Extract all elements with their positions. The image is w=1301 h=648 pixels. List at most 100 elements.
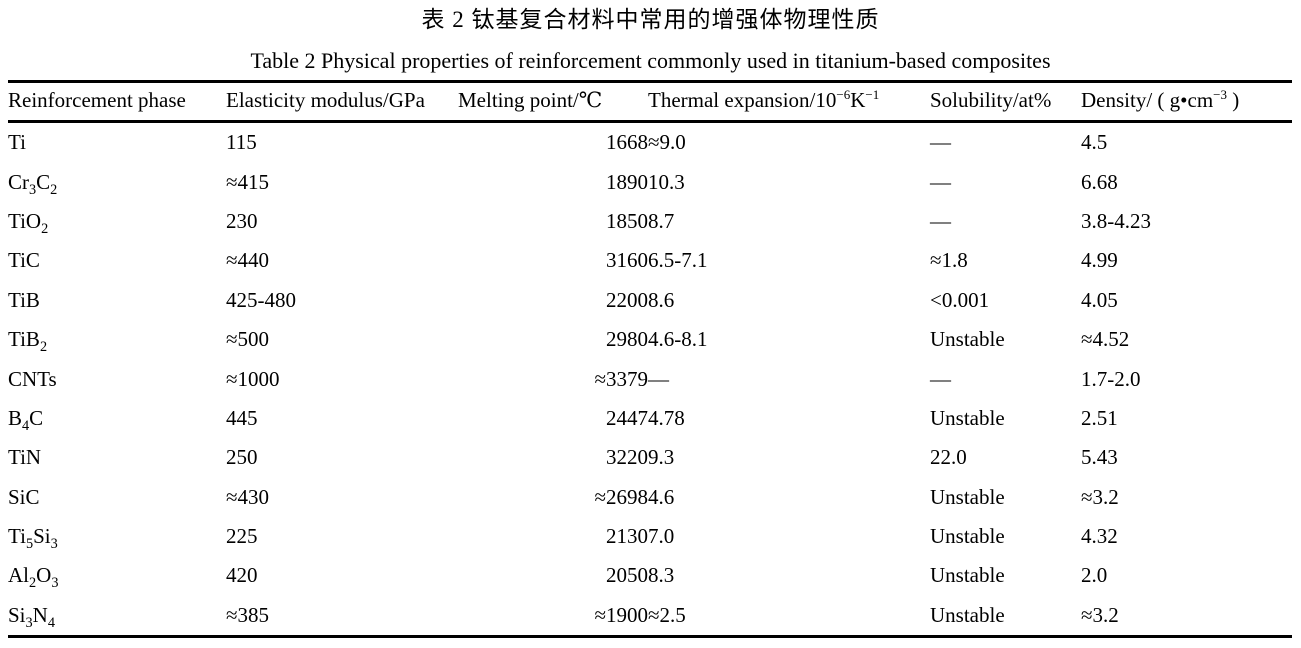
- cell-phase: TiN: [8, 445, 42, 470]
- cell-phase: TiB2: [8, 327, 48, 356]
- cell-density: 2.0: [1081, 563, 1108, 588]
- cell-solubility: —: [930, 169, 951, 194]
- column-header-density: Density/ ( g•cm−3 ): [1081, 87, 1240, 112]
- table-row: TiB2 ≈500 2980 4.6-8.1 Unstable ≈4.52: [8, 320, 1292, 359]
- cell-solubility: <0.001: [930, 287, 990, 312]
- cell-expansion: 8.3: [648, 563, 675, 588]
- table-header-row: Reinforcement phase Elasticity modulus/G…: [8, 82, 1292, 122]
- cell-solubility: —: [930, 208, 951, 233]
- cell-solubility: Unstable: [930, 484, 1005, 509]
- cell-melting: 1890: [606, 169, 648, 194]
- cell-melting: 3160: [606, 248, 648, 273]
- cell-phase: Al2O3: [8, 563, 59, 592]
- cell-expansion: —: [648, 366, 669, 391]
- cell-phase: Cr3C2: [8, 169, 58, 198]
- cell-expansion: ≈2.5: [648, 602, 686, 627]
- cell-melting: ≈1900: [594, 602, 648, 627]
- cell-expansion: 6.5-7.1: [648, 248, 708, 273]
- cell-melting: ≈3379: [594, 366, 648, 391]
- cell-solubility: Unstable: [930, 524, 1005, 549]
- table-row: TiO2 230 1850 8.7 — 3.8-4.23: [8, 202, 1292, 241]
- cell-solubility: —: [930, 130, 951, 155]
- cell-expansion: 4.6: [648, 484, 675, 509]
- cell-modulus: 225: [226, 524, 258, 549]
- cell-phase: Si3N4: [8, 602, 55, 632]
- cell-melting: 3220: [606, 445, 648, 470]
- cell-melting: 2200: [606, 287, 648, 312]
- cell-phase: TiC: [8, 248, 40, 273]
- cell-expansion: 4.6-8.1: [648, 327, 708, 352]
- column-header-reinforcement-phase: Reinforcement phase: [8, 88, 186, 112]
- table-row: Al2O3 420 2050 8.3 Unstable 2.0: [8, 556, 1292, 595]
- cell-solubility: —: [930, 366, 951, 391]
- column-header-elasticity-modulus: Elasticity modulus/GPa: [226, 88, 425, 112]
- cell-solubility: Unstable: [930, 602, 1005, 627]
- cell-phase: Ti: [8, 130, 26, 155]
- table-body: Ti 115 1668 ≈9.0 — 4.5 Cr3C2 ≈415 1890 10.3 — 6.68 T…: [8, 122, 1292, 637]
- cell-melting: 2447: [606, 405, 648, 430]
- table-row: TiB 425-480 2200 8.6 <0.001 4.05: [8, 281, 1292, 320]
- cell-density: 4.99: [1081, 248, 1118, 273]
- cell-expansion: 7.0: [648, 524, 675, 549]
- cell-phase: B4C: [8, 405, 44, 435]
- table-row: TiC ≈440 3160 6.5-7.1 ≈1.8 4.99: [8, 241, 1292, 280]
- reinforcement-properties-table: Reinforcement phase Elasticity modulus/G…: [8, 80, 1292, 639]
- cell-modulus: ≈415: [226, 169, 270, 194]
- cell-density: ≈3.2: [1081, 602, 1119, 627]
- cell-modulus: 115: [226, 130, 257, 155]
- cell-phase: CNTs: [8, 366, 57, 391]
- cell-modulus: 230: [226, 208, 258, 233]
- table-row: TiN 250 3220 9.3 22.0 5.43: [8, 438, 1292, 477]
- cell-melting: 2980: [606, 327, 648, 352]
- cell-density: 6.68: [1081, 169, 1118, 194]
- column-header-melting-point: Melting point/℃: [458, 88, 603, 112]
- cell-density: 4.32: [1081, 524, 1118, 549]
- cell-modulus: ≈430: [226, 484, 270, 509]
- cell-modulus: ≈1000: [226, 366, 280, 391]
- cell-phase: TiO2: [8, 208, 49, 238]
- cell-density: ≈3.2: [1081, 484, 1119, 509]
- table-caption-english: Table 2 Physical properties of reinforce…: [250, 48, 1051, 73]
- cell-solubility: Unstable: [930, 405, 1005, 430]
- cell-density: 4.05: [1081, 287, 1118, 312]
- table-row: B4C 445 2447 4.78 Unstable 2.51: [8, 399, 1292, 438]
- cell-phase: TiB: [8, 287, 40, 312]
- cell-modulus: ≈385: [226, 602, 270, 627]
- cell-solubility: Unstable: [930, 327, 1005, 352]
- cell-melting: ≈2698: [594, 484, 648, 509]
- cell-solubility: 22.0: [930, 445, 967, 470]
- cell-expansion: 8.7: [648, 208, 675, 233]
- cell-density: 1.7-2.0: [1081, 366, 1141, 391]
- cell-modulus: 445: [226, 405, 258, 430]
- cell-density: 2.51: [1081, 405, 1118, 430]
- cell-modulus: ≈500: [226, 327, 270, 352]
- cell-density: 3.8-4.23: [1081, 208, 1151, 233]
- cell-expansion: 9.3: [648, 445, 675, 470]
- cell-density: ≈4.52: [1081, 327, 1130, 352]
- table-row: Cr3C2 ≈415 1890 10.3 — 6.68: [8, 162, 1292, 201]
- table-caption-chinese: 表 2 钛基复合材料中常用的增强体物理性质: [421, 7, 880, 32]
- table-row: Ti 115 1668 ≈9.0 — 4.5: [8, 122, 1292, 163]
- cell-density: 5.43: [1081, 445, 1118, 470]
- column-header-thermal-expansion: Thermal expansion/10−6K−1: [648, 87, 880, 112]
- cell-expansion: 8.6: [648, 287, 675, 312]
- cell-expansion: 4.78: [648, 405, 685, 430]
- cell-phase: Ti5Si3: [8, 524, 58, 553]
- table-row: Ti5Si3 225 2130 7.0 Unstable 4.32: [8, 517, 1292, 556]
- cell-solubility: ≈1.8: [930, 248, 968, 273]
- cell-melting: 2050: [606, 563, 648, 588]
- cell-melting: 1668: [606, 130, 648, 155]
- cell-modulus: 425-480: [226, 287, 296, 312]
- column-header-solubility: Solubility/at%: [930, 88, 1052, 112]
- table-row: Si3N4 ≈385 ≈1900 ≈2.5 Unstable ≈3.2: [8, 596, 1292, 637]
- cell-modulus: 250: [226, 445, 258, 470]
- table-row: CNTs ≈1000 ≈3379— —1.7-2.0: [8, 359, 1292, 398]
- table-row: SiC ≈430 ≈2698 4.6 Unstable ≈3.2: [8, 478, 1292, 517]
- cell-expansion: ≈9.0: [648, 130, 686, 155]
- cell-expansion: 10.3: [648, 169, 685, 194]
- cell-melting: 1850: [606, 208, 648, 233]
- cell-modulus: 420: [226, 563, 258, 588]
- cell-melting: 2130: [606, 524, 648, 549]
- cell-solubility: Unstable: [930, 563, 1005, 588]
- cell-modulus: ≈440: [226, 248, 270, 273]
